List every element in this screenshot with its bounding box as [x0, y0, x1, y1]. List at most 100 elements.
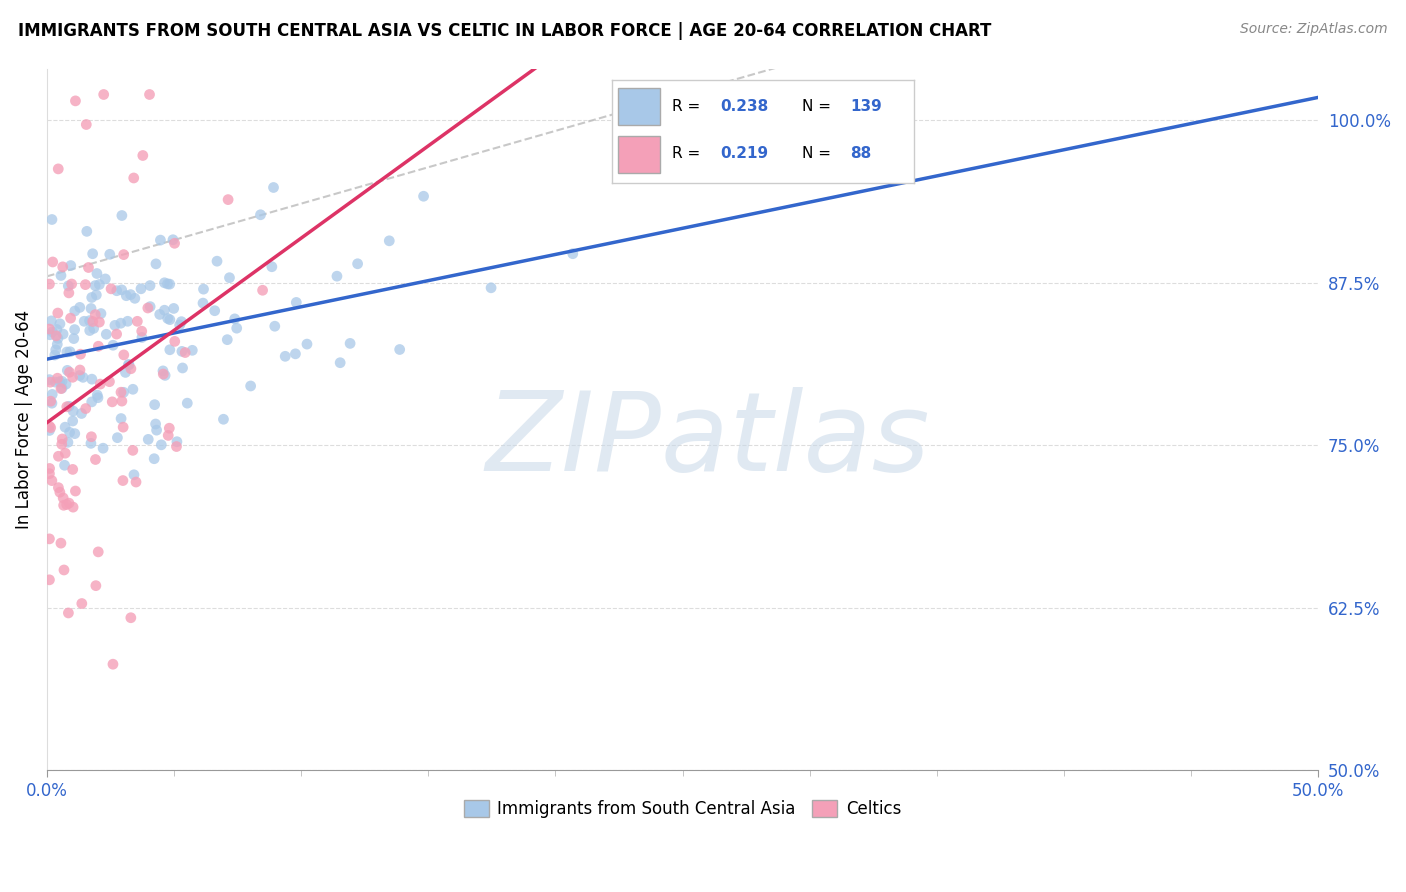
- Point: [80, 430, 103, 444]
- Point: [117, 314, 139, 328]
- Point: [170, 315, 193, 329]
- Point: [139, 300, 162, 314]
- Point: [412, 189, 434, 203]
- Point: [98, 247, 121, 261]
- Point: [59, 344, 82, 359]
- Point: [263, 180, 285, 194]
- Point: [53, 458, 76, 473]
- Point: [55, 377, 77, 392]
- Point: [65, 483, 87, 498]
- Point: [156, 311, 179, 326]
- Point: [136, 433, 159, 447]
- Point: [38, 322, 60, 336]
- Point: [120, 611, 142, 625]
- Point: [51, 381, 73, 395]
- Point: [41, 387, 63, 401]
- Point: [193, 282, 215, 296]
- Point: [38, 419, 60, 434]
- Point: [56, 363, 79, 377]
- Point: [41, 314, 63, 328]
- Point: [131, 324, 153, 338]
- Point: [138, 87, 160, 102]
- Point: [204, 303, 226, 318]
- Point: [86, 288, 108, 302]
- Point: [44, 348, 66, 362]
- Point: [48, 481, 70, 495]
- Point: [205, 254, 228, 268]
- Point: [239, 379, 262, 393]
- Point: [55, 400, 77, 414]
- Point: [69, 347, 91, 361]
- Point: [224, 311, 246, 326]
- Point: [38, 532, 60, 546]
- Point: [159, 277, 181, 292]
- Point: [162, 233, 184, 247]
- Point: [59, 259, 82, 273]
- Point: [112, 247, 135, 261]
- Point: [479, 281, 502, 295]
- Point: [51, 374, 73, 388]
- Point: [52, 491, 75, 505]
- Point: [124, 291, 146, 305]
- Point: [69, 368, 91, 383]
- Point: [45, 343, 67, 357]
- Point: [101, 395, 124, 409]
- Point: [89, 315, 111, 329]
- Point: [145, 257, 167, 271]
- Point: [159, 312, 181, 326]
- Point: [94, 272, 117, 286]
- Point: [218, 270, 240, 285]
- Point: [176, 396, 198, 410]
- Point: [63, 323, 86, 337]
- Point: [38, 327, 60, 342]
- Point: [38, 424, 60, 438]
- Point: [75, 401, 97, 416]
- Text: 88: 88: [851, 146, 872, 161]
- Point: [149, 233, 172, 247]
- Point: [53, 446, 76, 460]
- Point: [38, 373, 60, 387]
- Point: [84, 452, 107, 467]
- Bar: [617, 136, 659, 173]
- Point: [79, 313, 101, 327]
- Point: [58, 279, 80, 293]
- Point: [41, 474, 63, 488]
- Point: [111, 209, 134, 223]
- Point: [122, 467, 145, 482]
- Point: [83, 321, 105, 335]
- Point: [388, 343, 411, 357]
- Point: [111, 283, 134, 297]
- Point: [93, 87, 115, 102]
- Point: [52, 498, 75, 512]
- Point: [53, 420, 76, 434]
- Point: [145, 423, 167, 437]
- Point: [60, 277, 83, 291]
- Point: [77, 260, 100, 275]
- Point: [38, 277, 60, 291]
- Point: [117, 358, 139, 372]
- Point: [52, 327, 75, 342]
- Point: [82, 314, 104, 328]
- Point: [62, 404, 84, 418]
- Text: IMMIGRANTS FROM SOUTH CENTRAL ASIA VS CELTIC IN LABOR FORCE | AGE 20-64 CORRELAT: IMMIGRANTS FROM SOUTH CENTRAL ASIA VS CE…: [18, 22, 991, 40]
- Point: [45, 328, 67, 343]
- Point: [115, 289, 138, 303]
- Point: [87, 339, 110, 353]
- Point: [122, 382, 145, 396]
- Point: [131, 330, 153, 344]
- Point: [111, 394, 134, 409]
- Point: [101, 338, 124, 352]
- Point: [127, 314, 149, 328]
- Point: [252, 283, 274, 297]
- Point: [58, 365, 80, 379]
- Point: [157, 421, 180, 435]
- Point: [166, 434, 188, 449]
- Point: [84, 278, 107, 293]
- Point: [41, 212, 63, 227]
- Point: [249, 208, 271, 222]
- Point: [80, 372, 103, 386]
- Point: [129, 282, 152, 296]
- Point: [39, 375, 62, 389]
- Point: [91, 441, 114, 455]
- Point: [114, 366, 136, 380]
